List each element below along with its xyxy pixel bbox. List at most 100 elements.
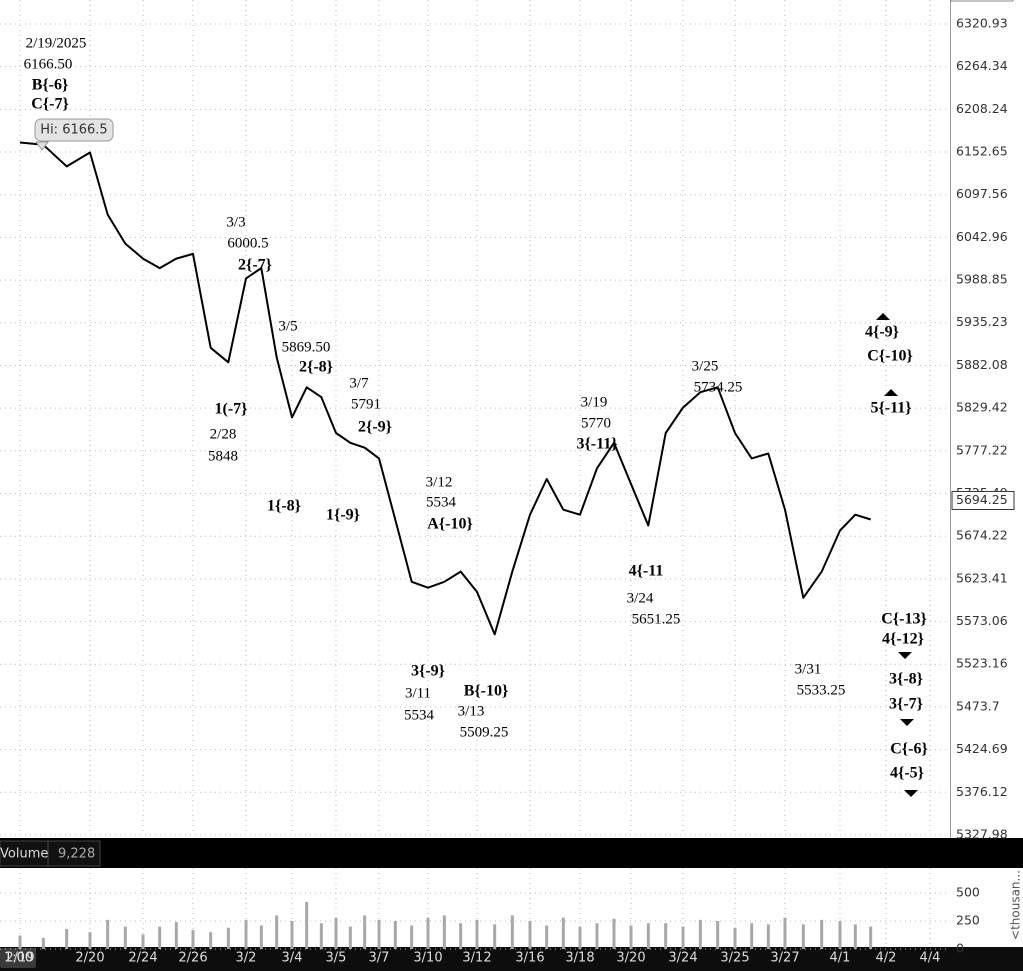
callout-pointer <box>35 141 49 151</box>
y-tick-label: 5424.69 <box>956 741 1008 756</box>
y-tick-label: 5674.22 <box>956 528 1008 543</box>
volume-bar <box>18 935 22 949</box>
volume-bars <box>18 901 873 949</box>
wave-annotation: B{-10} <box>464 683 509 700</box>
y-tick-label: 5623.41 <box>956 570 1008 585</box>
y-tick-label: 6152.65 <box>956 144 1008 159</box>
volume-bar <box>259 925 263 949</box>
volume-bar <box>123 926 127 949</box>
volume-bar <box>191 929 195 949</box>
tick-box <box>950 0 1014 2</box>
wave-annotation: 5534 <box>404 707 435 723</box>
x-tick-label: 2/20 <box>75 951 104 966</box>
volume-bar <box>459 923 463 949</box>
y-tick-label: 6097.56 <box>956 186 1008 201</box>
x-tick-label: 3/7 <box>369 951 390 966</box>
wave-annotation: C{-10} <box>867 348 913 365</box>
volume-bar <box>348 926 352 949</box>
y-tick-label: 5376.12 <box>956 784 1008 799</box>
volume-bar <box>853 924 857 949</box>
last-price-label: 5694.25 <box>956 492 1008 507</box>
x-tick-label: 3/25 <box>720 951 749 966</box>
x-tick-label: 4/1 <box>830 951 851 966</box>
volume-bar <box>528 921 532 949</box>
y-tick-label: 6320.93 <box>956 15 1008 30</box>
volume-bar <box>158 926 162 949</box>
wave-annotation: C{-7} <box>31 96 69 113</box>
y-tick-label: 6208.24 <box>956 101 1008 116</box>
wave-annotation: 3{-11} <box>576 436 617 453</box>
x-tick-label: 3/24 <box>668 951 697 966</box>
x-tick-label: 3/5 <box>326 951 347 966</box>
volume-bar <box>209 932 213 949</box>
wave-annotation: 3/3 <box>226 214 245 230</box>
wave-annotation: 3/11 <box>405 685 431 701</box>
wave-annotation: 3/31 <box>795 661 822 677</box>
volume-bar <box>820 919 824 949</box>
x-tick-label: 3/12 <box>462 951 491 966</box>
volume-bar <box>475 919 479 949</box>
x-tick-label: 4/2 <box>876 951 897 966</box>
y-tick-label: 5473.7 <box>956 698 1000 713</box>
volume-bar <box>88 932 92 949</box>
x-tick-label: 3/2 <box>236 951 257 966</box>
volume-bar <box>410 925 414 949</box>
wave-annotation: 3{-8} <box>889 671 923 688</box>
wave-annotation: 5533.25 <box>797 682 846 698</box>
wave-annotation: 6000.5 <box>227 235 268 251</box>
wave-annotation: 3/19 <box>581 394 608 410</box>
x-tick-label: 3/4 <box>282 951 303 966</box>
wave-annotation: 3/5 <box>278 318 297 334</box>
volume-bar <box>377 919 381 949</box>
wave-annotation: 3{-9} <box>411 663 445 680</box>
volume-value-box <box>47 840 101 867</box>
volume-bar <box>801 924 805 949</box>
volume-bar <box>426 917 430 949</box>
volume-bar <box>733 927 737 949</box>
wave-annotation: 6166.50 <box>24 56 73 72</box>
wave-annotation: 3/7 <box>349 375 369 391</box>
volume-header <box>0 838 1023 868</box>
volume-bar <box>290 921 294 949</box>
y-tick-label: 5988.85 <box>956 272 1008 287</box>
wave-annotation: 1{-9} <box>326 507 360 524</box>
y-tick-label: 5573.06 <box>956 613 1008 628</box>
volume-bar <box>664 923 668 949</box>
wave-annotation: 5651.25 <box>632 611 681 627</box>
wave-annotation: 4{-9} <box>865 324 899 341</box>
x-tick-label: 3/20 <box>616 951 645 966</box>
volume-bar <box>646 923 650 949</box>
y-tick-label: 6264.34 <box>956 58 1008 73</box>
volume-bar <box>442 915 446 949</box>
volume-bar <box>510 915 514 949</box>
volume-bar <box>493 924 497 949</box>
x-tick-label: 4/4 <box>920 951 941 966</box>
y-tick-label: 5777.22 <box>956 442 1008 457</box>
last-price-box <box>951 490 1015 510</box>
wave-annotation: 3{-7} <box>889 696 923 713</box>
volume-axis-label: <thousan... <box>1009 870 1023 940</box>
volume-bar <box>681 926 685 949</box>
wave-annotation: 2{-9} <box>358 419 392 436</box>
wave-annotation: 3/24 <box>627 590 654 606</box>
volume-bar <box>561 917 565 949</box>
y-tick-label: 5829.42 <box>956 400 1008 415</box>
wave-annotation: 4{-12} <box>882 631 924 648</box>
time-label: 1:00 <box>4 951 33 966</box>
volume-bar <box>319 923 323 949</box>
volume-bar <box>766 924 770 949</box>
volume-bar <box>750 923 754 949</box>
x-tick-label: 2/19 <box>5 951 34 966</box>
x-tick-label: 3/16 <box>515 951 544 966</box>
y-tick-label: 5523.16 <box>956 656 1008 671</box>
volume-bar <box>244 919 248 949</box>
volume-bar <box>578 926 582 949</box>
wave-annotation: 5791 <box>351 396 381 412</box>
volume-bar <box>698 919 702 949</box>
wave-annotation: 5534 <box>426 494 457 510</box>
volume-bar <box>838 921 842 949</box>
volume-bar <box>334 917 338 949</box>
wave-annotation: C{-6} <box>890 741 928 758</box>
